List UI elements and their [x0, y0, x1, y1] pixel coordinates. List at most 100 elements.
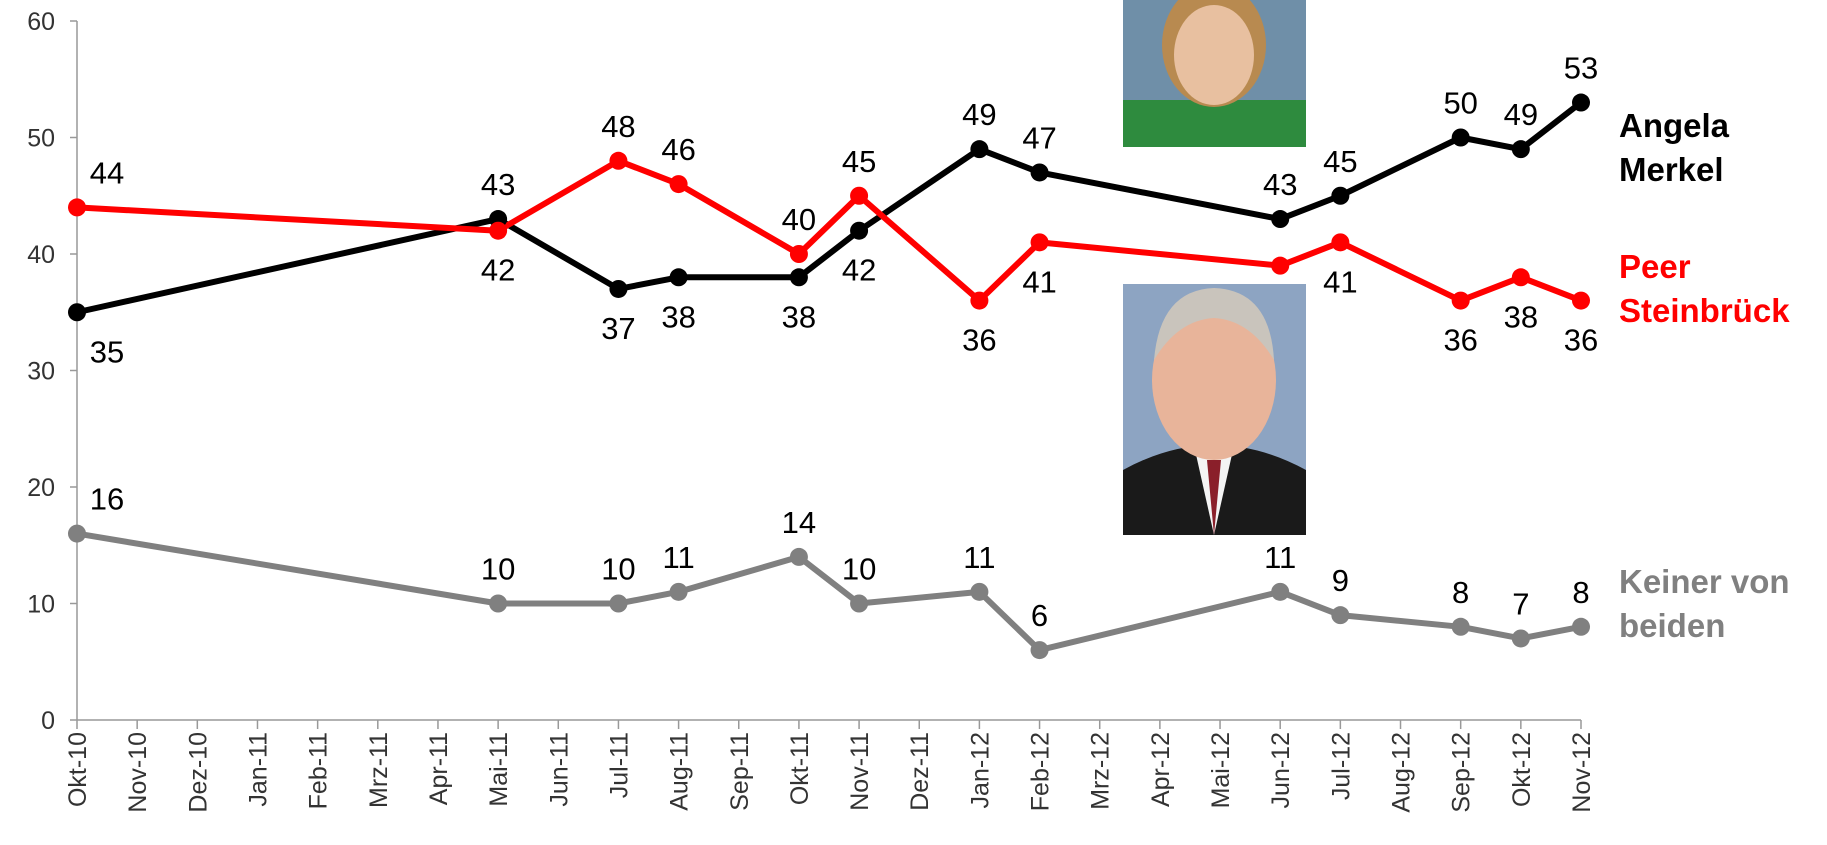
marker — [1511, 268, 1530, 287]
data-label: 11 — [663, 540, 695, 575]
marker — [1511, 629, 1530, 648]
data-label: 8 — [1572, 575, 1589, 610]
data-label: 44 — [90, 155, 124, 190]
marker — [1030, 641, 1049, 660]
marker — [850, 594, 869, 613]
x-tick-label: Mai-11 — [485, 732, 513, 807]
series-label: Angela Merkel — [1619, 107, 1730, 188]
x-tick-label: Feb-11 — [305, 732, 333, 809]
marker — [789, 245, 808, 263]
data-label: 36 — [962, 323, 996, 358]
data-label: 49 — [1504, 97, 1538, 132]
x-tick-label: Dez-10 — [184, 732, 212, 813]
x-tick-label: Apr-12 — [1147, 732, 1175, 807]
marker — [1331, 606, 1350, 625]
marker — [669, 268, 688, 287]
series-label: Keiner von beiden — [1619, 563, 1790, 644]
data-label: 14 — [782, 505, 816, 540]
marker — [1271, 210, 1290, 229]
x-tick-label: Jul-11 — [605, 732, 633, 798]
data-label: 36 — [1564, 323, 1598, 358]
data-label: 45 — [1323, 144, 1357, 179]
marker — [1030, 163, 1049, 182]
marker — [970, 140, 989, 159]
data-label: 40 — [782, 202, 816, 237]
y-tick-label: 60 — [27, 8, 55, 36]
x-tick-label: Sep-12 — [1448, 732, 1476, 813]
data-label: 42 — [481, 253, 515, 288]
marker — [1451, 617, 1470, 636]
marker — [1451, 291, 1470, 310]
data-label: 41 — [1022, 264, 1056, 299]
marker — [489, 594, 508, 613]
data-label: 38 — [1504, 299, 1538, 334]
marker — [609, 594, 628, 613]
x-tick-label: Mrz-11 — [365, 732, 393, 808]
x-tick-label: Jul-12 — [1327, 732, 1355, 800]
x-tick-label: Okt-10 — [64, 732, 92, 807]
data-label: 48 — [601, 109, 635, 144]
marker — [68, 198, 86, 217]
marker — [1271, 582, 1290, 601]
marker — [970, 291, 989, 310]
series-label: Peer Steinbrück — [1619, 248, 1790, 329]
x-tick-label: Mai-12 — [1207, 732, 1235, 808]
marker — [970, 582, 989, 601]
x-tick-label: Aug-12 — [1388, 732, 1416, 813]
x-tick-label: Feb-12 — [1027, 732, 1055, 811]
photo-steinbrueck — [1123, 284, 1306, 535]
marker — [850, 221, 869, 240]
data-label: 38 — [661, 299, 695, 334]
marker — [68, 524, 86, 543]
data-label: 53 — [1564, 51, 1598, 86]
series-line — [76, 530, 1582, 654]
y-tick-label: 50 — [27, 125, 55, 153]
marker — [1331, 186, 1350, 205]
data-label: 45 — [842, 144, 876, 179]
data-label: 7 — [1512, 586, 1529, 621]
x-tick-label: Jan-11 — [244, 732, 272, 807]
data-label: 38 — [782, 299, 816, 334]
marker — [850, 186, 869, 205]
x-tick-label: Sep-11 — [726, 732, 754, 811]
data-label: 36 — [1443, 323, 1477, 358]
x-tick-label: Okt-12 — [1508, 732, 1536, 807]
photo-merkel — [1123, 0, 1306, 147]
data-label: 42 — [842, 253, 876, 288]
marker — [1572, 617, 1590, 636]
data-label: 10 — [842, 552, 876, 587]
marker — [1331, 233, 1350, 252]
data-label: 16 — [90, 482, 124, 517]
data-label: 49 — [962, 97, 996, 132]
marker — [68, 303, 86, 322]
marker — [609, 279, 628, 298]
x-tick-label: Dez-11 — [906, 732, 934, 811]
marker — [669, 582, 688, 601]
marker — [1572, 93, 1590, 112]
data-label: 35 — [90, 334, 124, 369]
x-tick-label: Nov-12 — [1568, 732, 1596, 813]
x-tick-label: Nov-10 — [124, 732, 152, 813]
marker — [1511, 140, 1530, 159]
y-tick-label: 30 — [27, 358, 55, 386]
marker — [1030, 233, 1049, 252]
x-tick-label: Jun-12 — [1267, 732, 1295, 808]
marker — [489, 221, 508, 240]
marker — [609, 151, 628, 170]
marker — [1572, 291, 1590, 310]
data-label: 46 — [661, 132, 695, 167]
marker — [1451, 128, 1470, 147]
x-tick-label: Okt-11 — [786, 732, 814, 805]
data-label: 9 — [1332, 563, 1349, 598]
data-label: 6 — [1031, 598, 1048, 633]
data-label: 10 — [601, 552, 635, 587]
x-tick-label: Jan-12 — [966, 732, 994, 808]
data-label: 41 — [1323, 264, 1357, 299]
x-tick-label: Mrz-12 — [1087, 732, 1115, 810]
x-tick-label: Aug-11 — [666, 732, 694, 811]
y-tick-label: 10 — [27, 591, 55, 619]
x-tick-label: Apr-11 — [425, 732, 453, 805]
marker — [789, 268, 808, 287]
